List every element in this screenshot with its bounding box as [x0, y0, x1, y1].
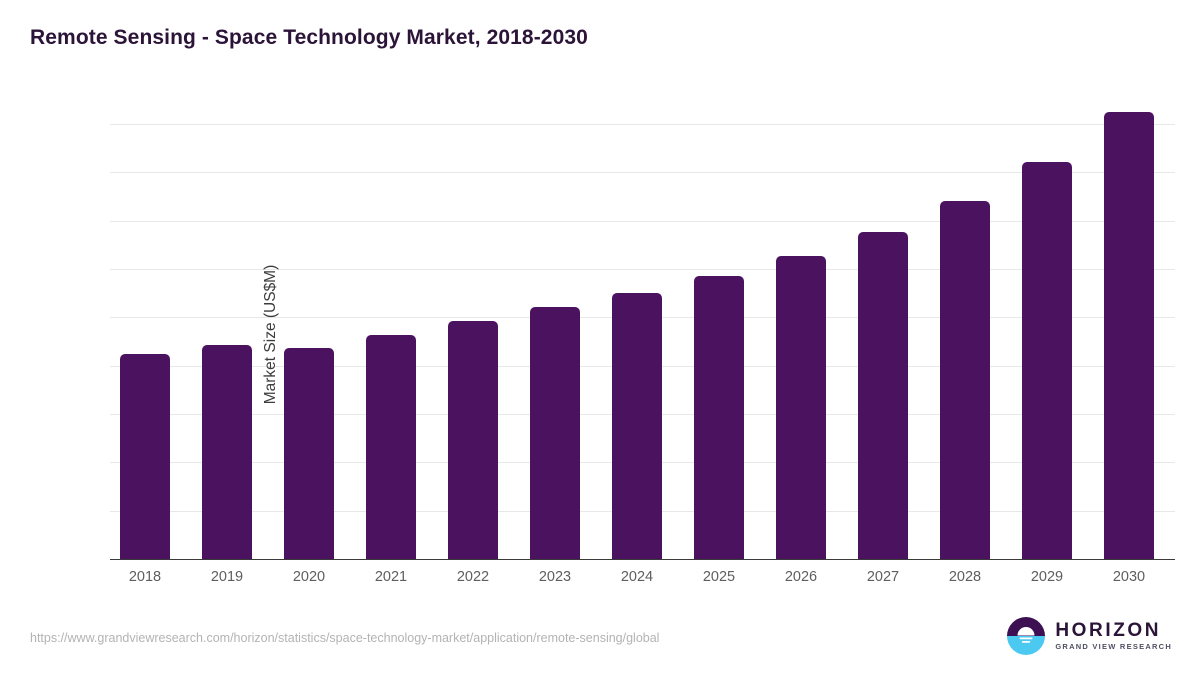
- gridline: [110, 124, 1175, 125]
- bar-group: 2028: [940, 110, 990, 585]
- bar[interactable]: [530, 306, 580, 559]
- bar-series: 2018 2019 2020 2021 2022 2023 2024 2025 2026 2027…: [110, 110, 1175, 585]
- bar-group: 2018: [120, 110, 170, 585]
- x-axis-tick-label: 2020: [292, 569, 326, 585]
- gridline: [110, 220, 1175, 222]
- bar-group: 2027: [858, 110, 908, 585]
- bar-group: 2020: [284, 110, 334, 585]
- x-axis-tick-label: 2028: [948, 569, 982, 585]
- gridline: [110, 172, 1175, 174]
- x-axis-tick-label: 2021: [374, 569, 408, 585]
- bar[interactable]: [448, 321, 498, 559]
- bar-group: 2029: [1022, 110, 1072, 585]
- bar-group: 2025: [694, 110, 744, 585]
- bar-group: 2019: [202, 110, 252, 585]
- bar[interactable]: [284, 348, 334, 559]
- bar-group: 2030: [1104, 110, 1154, 585]
- horizon-logo-icon: [1007, 617, 1046, 655]
- bar[interactable]: [940, 201, 990, 559]
- bar-group: 2021: [366, 110, 416, 585]
- plot-area: 051015202530354045 Market Size (US$M) 20…: [110, 110, 1175, 585]
- bar[interactable]: [366, 334, 416, 559]
- logo-subtitle: GRAND VIEW RESEARCH: [1055, 642, 1172, 652]
- bar[interactable]: [612, 293, 662, 559]
- bar-group: 2024: [612, 110, 662, 585]
- x-axis-tick-label: 2024: [620, 569, 654, 585]
- horizon-logo[interactable]: HORIZON GRAND VIEW RESEARCH: [1006, 616, 1172, 656]
- horizon-logo-text: HORIZON GRAND VIEW RESEARCH: [1055, 621, 1172, 651]
- x-axis-tick-label: 2027: [866, 569, 900, 585]
- x-axis-tick-label: 2019: [210, 569, 244, 585]
- x-axis-tick-label: 2026: [784, 569, 818, 585]
- bar[interactable]: [1022, 161, 1072, 559]
- bar[interactable]: [120, 354, 170, 559]
- bar[interactable]: [858, 232, 908, 559]
- bar-group: 2022: [448, 110, 498, 585]
- page-title: Remote Sensing - Space Technology Market…: [30, 26, 588, 49]
- logo-wordmark: HORIZON: [1055, 620, 1162, 642]
- bar-group: 2026: [776, 110, 826, 585]
- x-axis-tick-label: 2025: [702, 569, 736, 585]
- bar-group: 2023: [530, 110, 580, 585]
- bar[interactable]: [202, 345, 252, 559]
- x-axis-tick-label: 2029: [1030, 569, 1064, 585]
- bar[interactable]: [776, 256, 826, 559]
- bar[interactable]: [1104, 112, 1154, 559]
- bar[interactable]: [694, 275, 744, 559]
- x-axis-tick-label: 2022: [456, 569, 490, 585]
- gridline: [110, 269, 1175, 270]
- x-axis-tick-label: 2030: [1112, 569, 1146, 585]
- x-axis-tick-label: 2023: [538, 569, 572, 585]
- x-axis-tick-label: 2018: [128, 569, 162, 585]
- x-axis-line: [110, 559, 1175, 560]
- source-url[interactable]: https://www.grandviewresearch.com/horizo…: [30, 631, 660, 645]
